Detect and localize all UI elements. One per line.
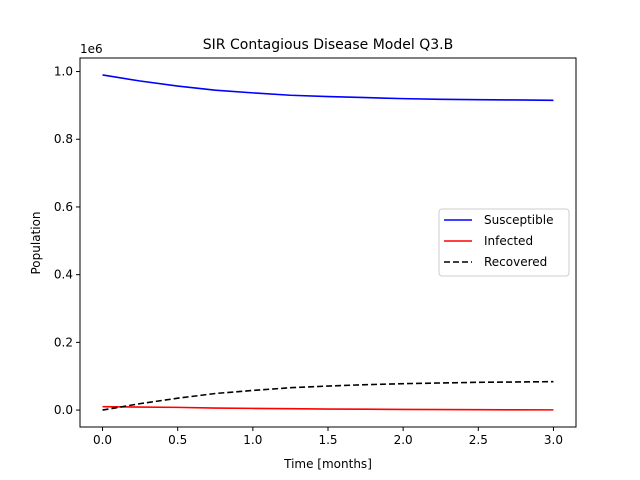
x-tick-label: 0.0	[93, 433, 112, 447]
x-tick-label: 3.0	[544, 433, 563, 447]
series-line-recovered	[102, 380, 554, 411]
series-line-susceptible	[102, 74, 554, 102]
legend-label-susceptible: Susceptible	[484, 213, 553, 227]
x-axis-label: Time [months]	[283, 457, 372, 471]
y-tick-label: 0.0	[54, 403, 73, 417]
legend: Susceptible Infected Recovered	[438, 208, 570, 277]
chart-title: SIR Contagious Disease Model Q3.B	[203, 37, 453, 53]
series-line-infected	[102, 405, 554, 411]
x-tick-label: 2.5	[469, 433, 488, 447]
y-tick-label: 1.0	[54, 65, 73, 79]
x-tick-label: 1.5	[318, 433, 337, 447]
y-axis-label: Population	[29, 211, 43, 274]
x-axis: 0.0 0.5 1.0 1.5 2.0 2.5 3.0	[93, 427, 563, 447]
legend-box	[438, 208, 570, 277]
x-tick-label: 0.5	[168, 433, 187, 447]
legend-label-infected: Infected	[484, 234, 533, 248]
y-tick-label: 0.4	[54, 268, 73, 282]
legend-label-recovered: Recovered	[484, 255, 547, 269]
plot-area	[102, 74, 554, 411]
y-tick-label: 0.8	[54, 132, 73, 146]
y-offset-label: 1e6	[80, 42, 103, 56]
y-axis: 0.0 0.2 0.4 0.6 0.8 1.0	[54, 65, 80, 417]
x-tick-label: 2.0	[394, 433, 413, 447]
y-tick-label: 0.2	[54, 335, 73, 349]
y-tick-label: 0.6	[54, 200, 73, 214]
x-tick-label: 1.0	[243, 433, 262, 447]
